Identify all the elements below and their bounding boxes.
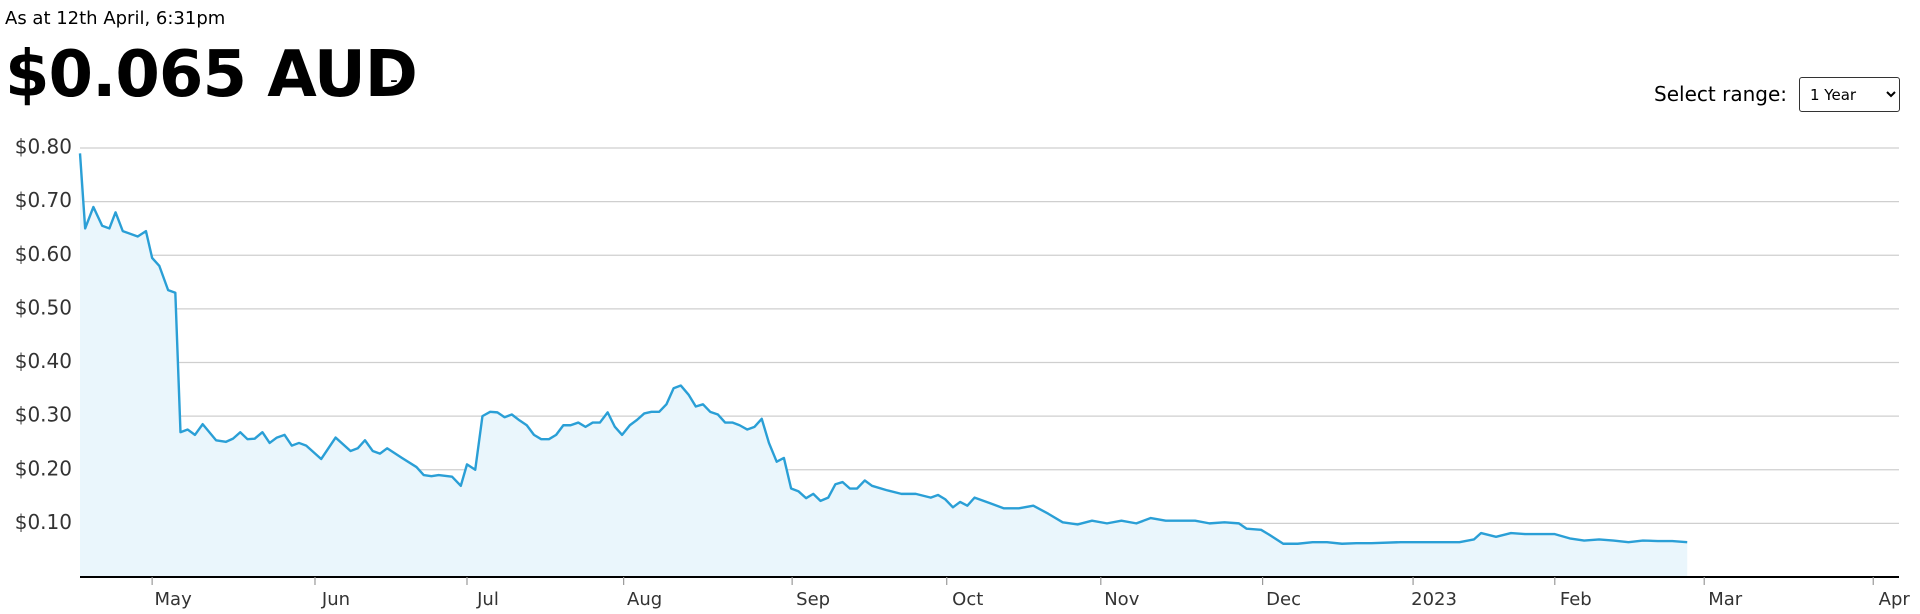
range-select[interactable]: 1 Year xyxy=(1799,77,1900,112)
x-tick-label: Oct xyxy=(952,589,983,610)
price-line xyxy=(78,153,1688,545)
y-tick-label: $0.30 xyxy=(15,403,72,427)
area xyxy=(80,153,1688,578)
x-tick-label: Sep xyxy=(796,589,830,610)
y-tick-label: $0.70 xyxy=(15,188,72,212)
x-tick-label: Aug xyxy=(627,589,662,610)
as-at: As at 12th April, 6:31pm xyxy=(5,8,226,29)
x-tick-label: Dec xyxy=(1266,589,1301,610)
x-tick-label: Jun xyxy=(321,589,350,610)
y-tick-label: $0.60 xyxy=(15,242,72,266)
y-tick-label: $0.50 xyxy=(15,295,72,319)
x-tick-label: Apr xyxy=(1879,589,1911,610)
y-tick-label: $0.10 xyxy=(15,510,72,534)
x-tick-label: Jul xyxy=(476,589,499,610)
x-tick-label: 2023 xyxy=(1411,589,1457,610)
x-tick-label: May xyxy=(155,589,193,610)
x-tick-label: Nov xyxy=(1104,589,1139,610)
y-tick-label: $0.80 xyxy=(15,135,72,159)
range-label: Select range: xyxy=(1654,82,1787,106)
y-tick-label: $0.40 xyxy=(15,349,72,373)
y-tick-label: $0.20 xyxy=(15,456,72,480)
price: $0.065 AUD xyxy=(5,38,418,112)
x-tick-label: Feb xyxy=(1560,589,1592,610)
x-tick-label: Mar xyxy=(1708,589,1743,610)
change: - xyxy=(390,68,398,93)
